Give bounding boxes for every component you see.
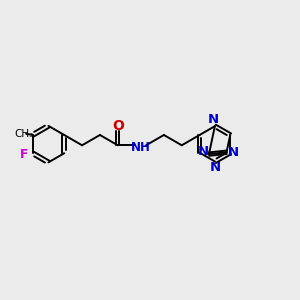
- Text: O: O: [112, 119, 124, 133]
- Text: N: N: [208, 113, 219, 126]
- Text: N: N: [209, 161, 220, 174]
- Text: NH: NH: [130, 141, 150, 154]
- Text: N: N: [227, 146, 239, 159]
- Text: N: N: [197, 145, 208, 158]
- Text: CH₃: CH₃: [14, 129, 33, 139]
- Text: F: F: [20, 148, 28, 161]
